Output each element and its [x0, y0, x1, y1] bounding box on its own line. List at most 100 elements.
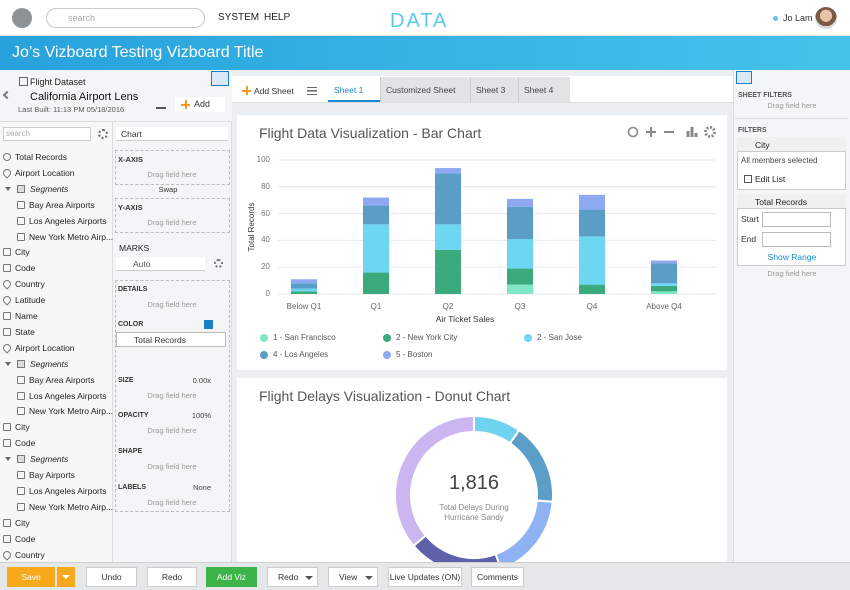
field-item[interactable]: Country [15, 279, 45, 290]
add-sheet-plus [242, 86, 251, 95]
marks-type: Auto [133, 259, 151, 269]
field-icon [3, 534, 11, 543]
end-input[interactable] [762, 232, 831, 247]
property-value[interactable]: None [193, 483, 211, 492]
field-item[interactable]: New York Metro Airp... [29, 406, 114, 417]
field-item[interactable]: New York Metro Airp... [29, 231, 114, 242]
field-settings[interactable] [98, 129, 108, 139]
x-tick-label: Q4 [586, 302, 598, 311]
field-item[interactable]: Segments [30, 358, 69, 369]
edit-icon[interactable] [744, 175, 752, 183]
menu-item[interactable]: SYSTEM [218, 12, 260, 23]
edit-button[interactable] [156, 99, 166, 109]
chart-type-select[interactable] [116, 127, 228, 141]
city-field: City [755, 140, 770, 150]
field-icon [3, 153, 11, 161]
field-icon [17, 407, 25, 416]
y-tick-label: 100 [256, 155, 270, 164]
toolbar: Save Undo Redo Add Viz Redo View Live Updates … [0, 562, 850, 590]
expand-caret[interactable] [5, 361, 11, 366]
field-icon [17, 200, 25, 209]
dataset-icon [19, 77, 28, 86]
toolbar-button[interactable]: Undo [86, 567, 137, 587]
property-value[interactable]: 100% [191, 411, 211, 420]
home-button[interactable] [12, 8, 32, 28]
right-hint: Drag field here [767, 269, 817, 278]
sheet-tab[interactable] [380, 77, 470, 102]
add-plus [181, 100, 190, 109]
marks-select[interactable] [116, 257, 205, 271]
field-pill[interactable] [116, 332, 226, 347]
field-item[interactable]: Airport Location [15, 342, 75, 353]
field-item[interactable]: State [15, 326, 35, 337]
field-item[interactable]: Airport Location [15, 167, 75, 178]
field-item[interactable]: Segments [30, 183, 69, 194]
field-item[interactable]: Los Angeles Airports [29, 390, 107, 401]
add-sheet[interactable]: Add Sheet [254, 86, 294, 96]
search-box[interactable] [46, 8, 205, 28]
swap-button[interactable]: Swap [158, 185, 178, 194]
field-item[interactable]: Bay Airports [29, 470, 75, 480]
right-pin[interactable] [736, 71, 752, 84]
axis-drop-zone[interactable] [115, 198, 230, 233]
field-icon [17, 184, 25, 193]
marks-settings[interactable] [214, 259, 223, 268]
toolbar-button[interactable]: Save [7, 567, 55, 587]
expand-caret[interactable] [5, 457, 11, 462]
user-name[interactable]: Jo Lam [783, 13, 813, 23]
field-item[interactable]: Los Angeles Airports [29, 215, 107, 226]
divider [735, 118, 848, 119]
sheet-tab[interactable] [518, 77, 570, 102]
edit-list[interactable]: Edit List [755, 174, 786, 184]
toolbar-button[interactable]: Redo [147, 567, 197, 587]
field-icon [17, 486, 25, 495]
field-item[interactable]: Bay Area Airports [29, 374, 95, 385]
caret [62, 575, 70, 579]
field-item[interactable]: New York Metro Airp... [29, 501, 114, 512]
expand-caret[interactable] [5, 186, 11, 191]
toolbar-button[interactable]: Redo [267, 567, 318, 587]
property-hint: Drag field here [147, 498, 197, 507]
field-item[interactable]: Total Records [15, 152, 67, 162]
sheet-tab[interactable] [328, 77, 380, 102]
axis-drop-zone[interactable] [115, 150, 230, 185]
toolbar-button[interactable]: Comments [471, 567, 524, 587]
field-search[interactable] [3, 127, 91, 141]
field-item[interactable]: Los Angeles Airports [29, 485, 107, 496]
toolbar-button[interactable]: Add Viz [206, 567, 257, 587]
split-button[interactable] [57, 567, 75, 587]
start-input[interactable] [762, 212, 831, 227]
x-tick-label: Below Q1 [286, 302, 322, 311]
property-value[interactable]: 0.00x [192, 376, 211, 385]
avatar[interactable] [815, 7, 837, 29]
dataset-panel [0, 70, 232, 122]
field-item[interactable]: Country [15, 549, 45, 560]
field-icon [17, 216, 25, 225]
pin-button[interactable] [211, 71, 229, 86]
sheet-filters-hint: Drag field here [767, 101, 817, 110]
show-range[interactable]: Show Range [767, 252, 817, 262]
field-item[interactable]: Bay Area Airports [29, 199, 95, 210]
color-swatch[interactable] [204, 320, 213, 329]
field-item[interactable]: City [15, 517, 30, 528]
menu-item[interactable]: HELP [264, 12, 291, 23]
range-header [737, 194, 846, 209]
field-item[interactable]: City [15, 247, 30, 258]
field-item[interactable]: Latitude [15, 295, 46, 306]
toolbar-button[interactable]: View [328, 567, 378, 587]
field-item[interactable]: Segments [30, 454, 69, 465]
add-label[interactable]: Add [194, 99, 211, 109]
field-item[interactable]: City [15, 422, 30, 433]
user-status [773, 16, 778, 21]
field-item[interactable]: Code [15, 533, 36, 544]
toolbar-button[interactable]: Live Updates (ON) [388, 567, 462, 587]
field-item[interactable]: Name [15, 311, 38, 321]
field-item[interactable]: Code [15, 263, 36, 274]
legend-label: 4 - Los Angeles [273, 350, 329, 359]
chart-title: Flight Data Visualization - Bar Chart [259, 125, 482, 141]
sheet-tab[interactable] [470, 77, 518, 102]
field-item[interactable]: Code [15, 438, 36, 449]
sheet-filters: SHEET FILTERS [738, 92, 792, 99]
sheet-menu[interactable] [307, 87, 317, 95]
field-search-placeholder: search [6, 129, 31, 138]
